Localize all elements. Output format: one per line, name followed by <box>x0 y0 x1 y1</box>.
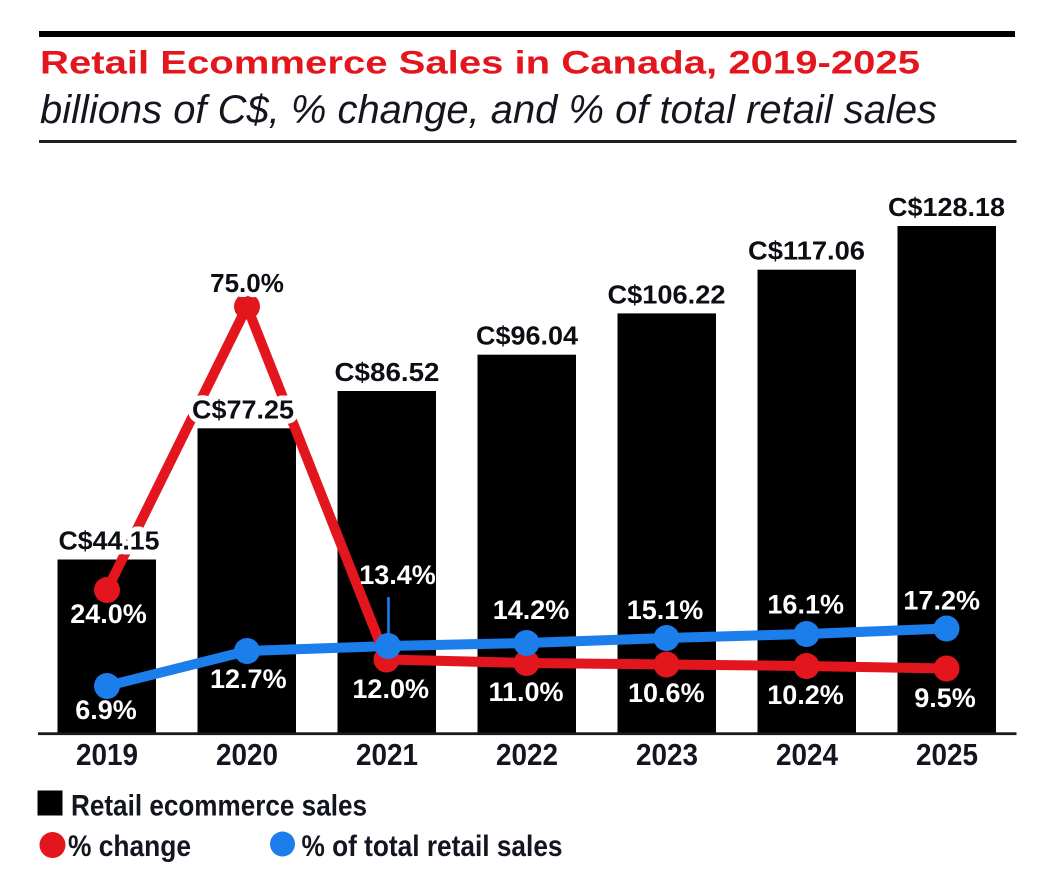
svg-text:C$96.04: C$96.04 <box>476 321 579 351</box>
svg-text:% change: % change <box>68 830 191 863</box>
svg-text:14.2%: 14.2% <box>493 595 570 625</box>
svg-text:C$128.18: C$128.18 <box>888 192 1005 222</box>
svg-text:6.9%: 6.9% <box>75 695 137 725</box>
svg-text:% of total retail sales: % of total retail sales <box>302 830 563 863</box>
svg-text:2023: 2023 <box>636 737 698 772</box>
svg-text:13.4%: 13.4% <box>359 560 436 590</box>
svg-text:75.0%: 75.0% <box>210 268 284 298</box>
svg-text:2020: 2020 <box>216 737 278 772</box>
svg-text:12.0%: 12.0% <box>352 674 429 704</box>
svg-text:2024: 2024 <box>776 737 839 772</box>
svg-text:10.6%: 10.6% <box>628 678 705 708</box>
svg-text:11.0%: 11.0% <box>488 677 563 707</box>
svg-text:Retail Ecommerce Sales in Cana: Retail Ecommerce Sales in Canada, 2019-2… <box>40 45 920 81</box>
svg-text:C$77.25: C$77.25 <box>192 394 294 424</box>
svg-text:2019: 2019 <box>76 737 138 772</box>
svg-text:2022: 2022 <box>496 737 558 772</box>
svg-text:2021: 2021 <box>356 737 418 772</box>
svg-text:9.5%: 9.5% <box>914 683 976 713</box>
svg-text:C$44.15: C$44.15 <box>59 526 160 556</box>
svg-text:17.2%: 17.2% <box>903 586 980 616</box>
svg-text:C$117.06: C$117.06 <box>748 236 865 266</box>
svg-text:C$106.22: C$106.22 <box>608 279 726 309</box>
svg-text:15.1%: 15.1% <box>627 595 704 625</box>
svg-text:billions of C$, % change, and: billions of C$, % change, and % of total… <box>40 88 937 132</box>
svg-text:10.2%: 10.2% <box>767 680 844 710</box>
svg-text:C$86.52: C$86.52 <box>335 357 440 387</box>
svg-text:2025: 2025 <box>916 737 978 772</box>
svg-text:12.7%: 12.7% <box>210 664 287 694</box>
svg-text:24.0%: 24.0% <box>70 599 147 629</box>
svg-text:16.1%: 16.1% <box>767 590 844 620</box>
svg-text:Retail ecommerce sales: Retail ecommerce sales <box>71 790 367 823</box>
